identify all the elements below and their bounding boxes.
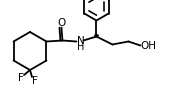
- Text: OH: OH: [140, 41, 156, 50]
- Text: F: F: [18, 73, 24, 83]
- Text: O: O: [57, 18, 66, 27]
- Text: N: N: [77, 36, 84, 45]
- Text: F: F: [32, 76, 38, 86]
- Text: H: H: [77, 42, 84, 51]
